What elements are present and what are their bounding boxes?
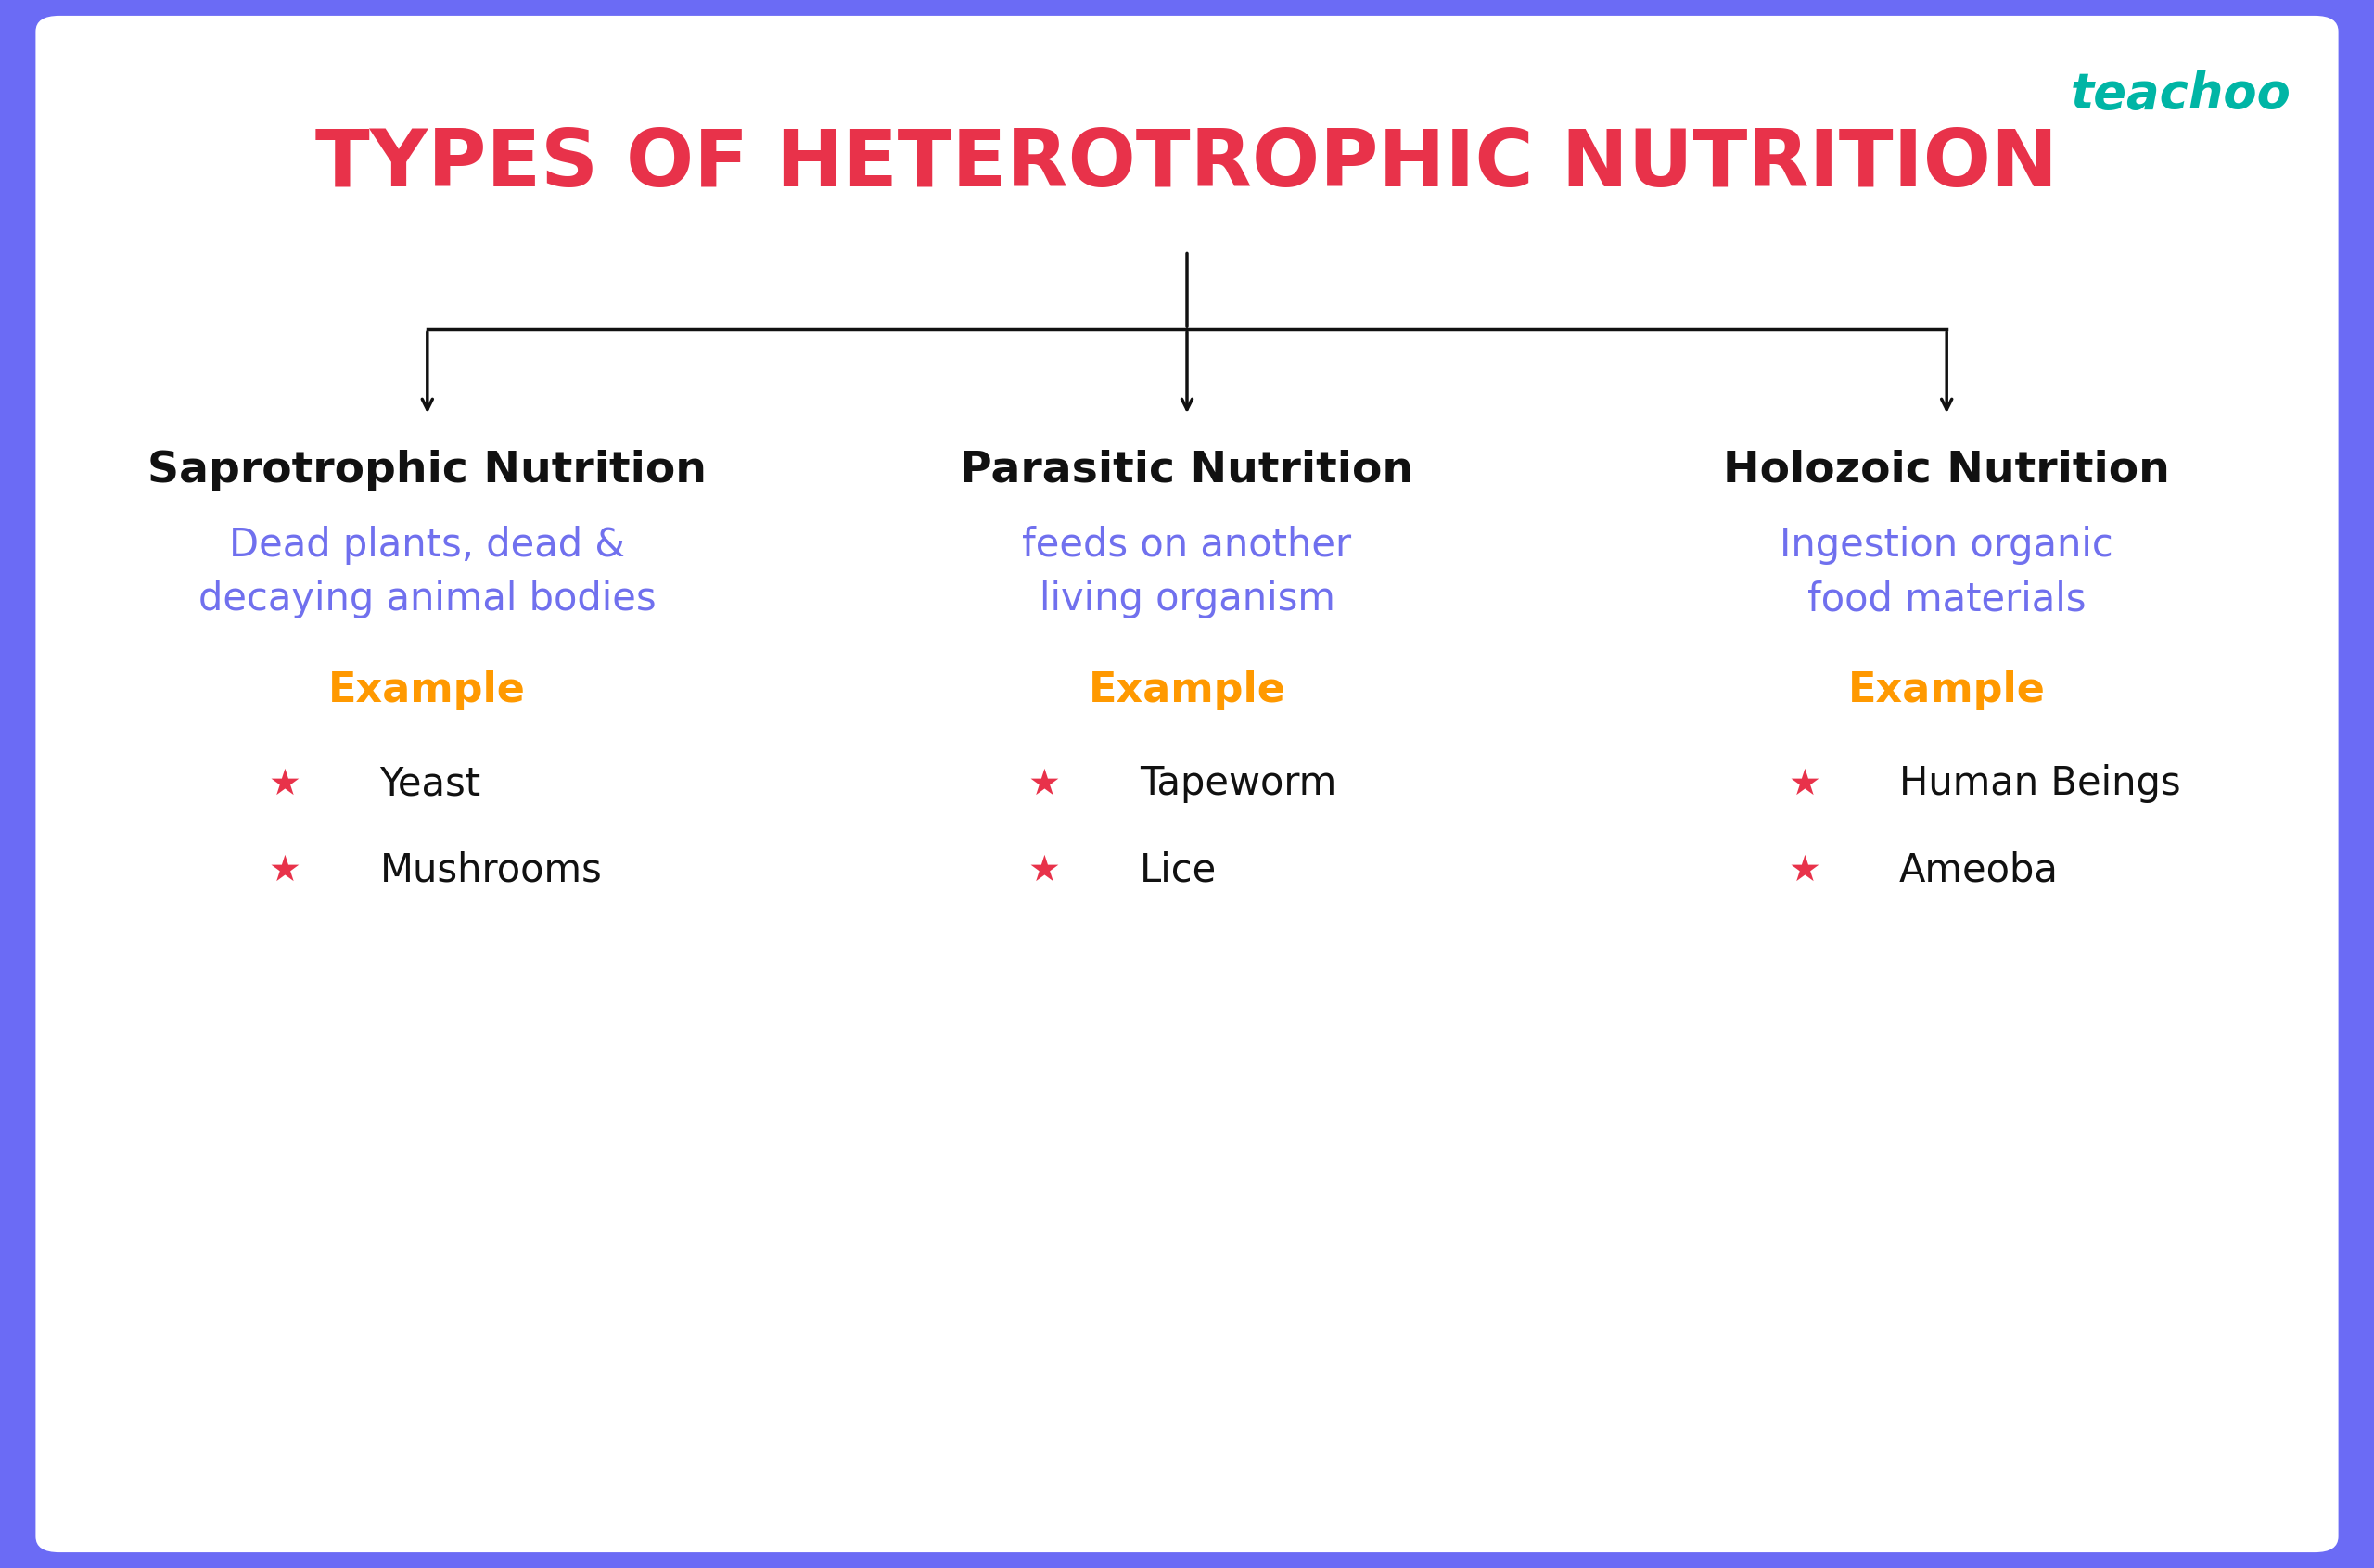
- Text: TYPES OF HETEROTROPHIC NUTRITION: TYPES OF HETEROTROPHIC NUTRITION: [316, 125, 2058, 204]
- Text: ★: ★: [1788, 767, 1821, 801]
- FancyBboxPatch shape: [36, 16, 2338, 1552]
- Text: ★: ★: [268, 853, 301, 887]
- Text: Ingestion organic
food materials: Ingestion organic food materials: [1780, 525, 2113, 619]
- Text: Example: Example: [328, 670, 527, 710]
- Text: ★: ★: [1028, 853, 1061, 887]
- Text: Saprotrophic Nutrition: Saprotrophic Nutrition: [147, 450, 707, 491]
- Text: teachoo: teachoo: [2070, 71, 2291, 119]
- Text: Example: Example: [1087, 670, 1287, 710]
- Text: Human Beings: Human Beings: [1899, 765, 2182, 803]
- Text: ★: ★: [1788, 853, 1821, 887]
- Text: feeds on another
living organism: feeds on another living organism: [1023, 525, 1351, 619]
- Text: ★: ★: [268, 767, 301, 801]
- Text: Parasitic Nutrition: Parasitic Nutrition: [959, 450, 1415, 491]
- Text: ★: ★: [1028, 767, 1061, 801]
- Text: Dead plants, dead &
decaying animal bodies: Dead plants, dead & decaying animal bodi…: [199, 525, 655, 619]
- Text: Example: Example: [1847, 670, 2046, 710]
- Text: Lice: Lice: [1140, 851, 1218, 889]
- Text: Holozoic Nutrition: Holozoic Nutrition: [1724, 450, 2170, 491]
- Text: Yeast: Yeast: [380, 765, 482, 803]
- Text: Ameoba: Ameoba: [1899, 851, 2058, 889]
- Text: Mushrooms: Mushrooms: [380, 851, 603, 889]
- Text: Tapeworm: Tapeworm: [1140, 765, 1337, 803]
